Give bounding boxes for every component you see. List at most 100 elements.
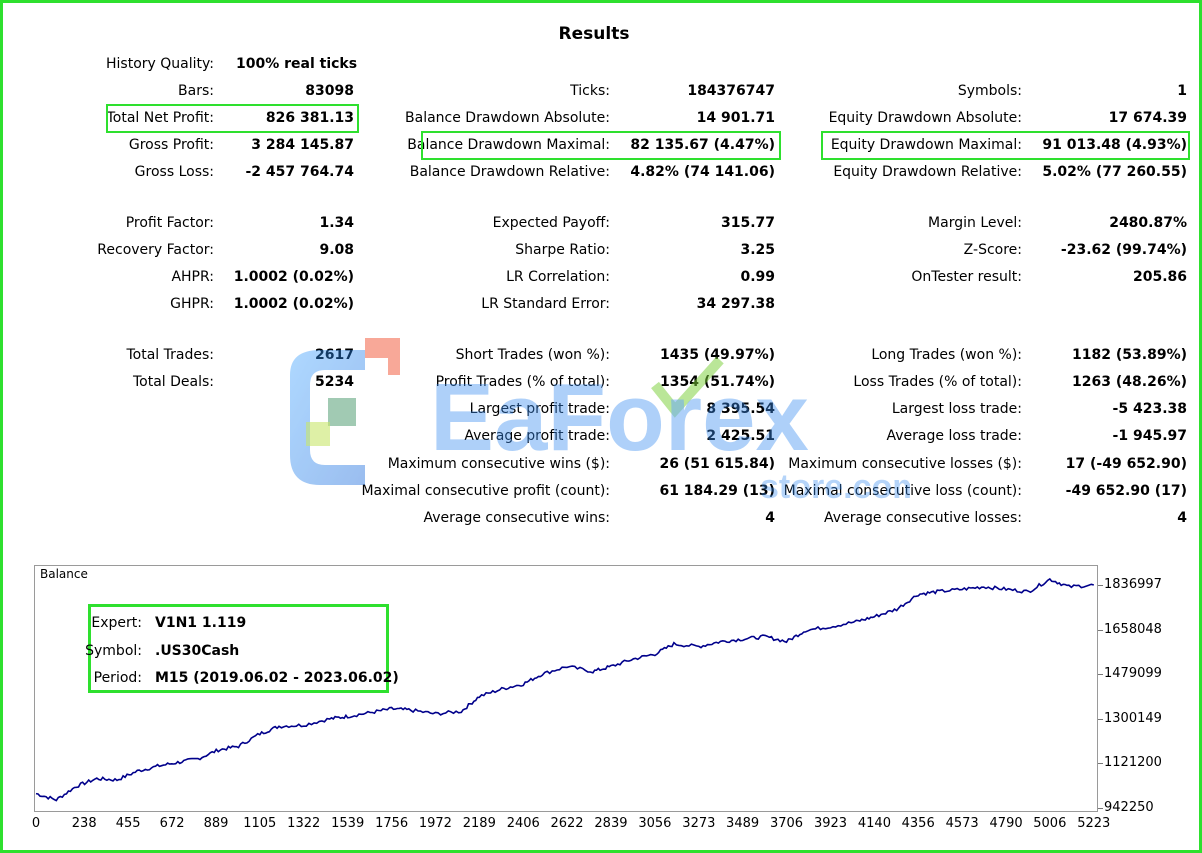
gross-profit-label: Gross Profit: [128,137,214,153]
ticks-value: 184376747 [687,83,775,99]
margin-level-value: 2480.87% [1109,215,1187,231]
symbols-label: Symbols: [957,83,1022,99]
profit-factor-value: 1.34 [319,215,354,231]
equity-dd-maximal-label: Equity Drawdown Maximal: [830,137,1022,153]
y-tick-mark [1098,674,1103,676]
margin-level-label: Margin Level: [928,215,1022,231]
balance-dd-relative-value: 4.82% (74 141.06) [630,164,775,180]
short-trades-value: 1435 (49.97%) [660,347,775,363]
total-deals-label: Total Deals: [132,374,214,390]
x-tick-label: 3706 [769,816,804,831]
equity-dd-maximal-highlight [821,131,1190,160]
symbols-value: 1 [1177,83,1187,99]
chart-title: Balance [40,567,88,581]
average-profit-trade-value: 2 425.51 [706,428,775,444]
total-net-profit-label: Total Net Profit: [106,110,214,126]
average-consecutive-wins-label: Average consecutive wins: [423,510,610,526]
average-loss-trade-value: -1 945.97 [1112,428,1187,444]
y-tick-mark [1098,808,1103,809]
total-deals-value: 5234 [315,374,354,390]
balance-dd-absolute-label: Balance Drawdown Absolute: [405,110,610,126]
y-tick-label: 1300149 [1104,710,1162,726]
maximal-consecutive-profit-value: 61 184.29 (13) [659,483,775,499]
y-tick-label: 1479099 [1104,666,1162,682]
balance-dd-maximal-highlight [421,131,781,160]
total-net-profit-value: 826 381.13 [265,110,354,126]
recovery-factor-label: Recovery Factor: [97,242,214,258]
profit-trades-value: 1354 (51.74%) [660,374,775,390]
bars-value: 83098 [305,83,354,99]
y-tick-label: 942250 [1104,800,1154,815]
x-tick-label: 889 [203,816,229,831]
gross-loss-value: -2 457 764.74 [245,164,354,180]
expected-payoff-label: Expected Payoff: [492,215,610,231]
loss-trades-label: Loss Trades (% of total): [853,374,1022,390]
equity-dd-relative-value: 5.02% (77 260.55) [1042,164,1187,180]
x-tick-label: 2406 [506,816,540,831]
history-quality-label: History Quality: [106,56,214,72]
x-tick-label: 4140 [857,816,891,831]
balance-dd-relative-label: Balance Drawdown Relative: [409,164,610,180]
balance-dd-maximal-value: 82 135.67 (4.47%) [630,137,775,153]
x-tick-label: 1105 [243,816,277,831]
short-trades-label: Short Trades (won %): [455,347,610,363]
balance-series-line [35,577,1095,802]
x-tick-label: 3056 [638,816,672,831]
x-tick-label: 4356 [901,816,935,831]
largest-profit-trade-value: 8 395.54 [706,401,775,417]
x-tick-label: 4790 [989,816,1023,831]
maximal-consecutive-loss-value: -49 652.90 (17) [1065,483,1187,499]
symbol-value: .US30Cash [155,643,240,659]
expert-value: V1N1 1.119 [155,615,247,631]
average-consecutive-losses-label: Average consecutive losses: [824,510,1022,526]
lr-standard-error-value: 34 297.38 [696,296,775,312]
average-consecutive-wins-value: 4 [765,510,775,526]
gross-profit-value: 3 284 145.87 [251,137,354,153]
period-label: Period: [93,670,142,686]
x-tick-label: 0 [31,816,41,831]
ticks-label: Ticks: [570,83,610,99]
y-tick-label: 1121200 [1104,755,1162,771]
largest-profit-trade-label: Largest profit trade: [469,401,610,417]
equity-dd-relative-label: Equity Drawdown Relative: [833,164,1022,180]
z-score-value: -23.62 (99.74%) [1060,242,1187,258]
average-consecutive-losses-value: 4 [1177,510,1187,526]
bars-label: Bars: [178,83,214,99]
x-tick-label: 3273 [682,816,716,831]
long-trades-label: Long Trades (won %): [871,347,1022,363]
profit-factor-label: Profit Factor: [125,215,214,231]
y-tick-mark [1098,629,1103,631]
x-tick-label: 3489 [726,816,760,831]
gross-loss-label: Gross Loss: [134,164,214,180]
ahpr-value: 1.0002 (0.02%) [233,269,354,285]
x-tick-label: 4573 [945,816,979,831]
long-trades-value: 1182 (53.89%) [1072,347,1187,363]
x-tick-label: 2839 [594,816,628,831]
profit-trades-label: Profit Trades (% of total): [435,374,610,390]
ahpr-label: AHPR: [171,269,214,285]
x-tick-label: 1756 [375,816,409,831]
ghpr-label: GHPR: [170,296,214,312]
equity-dd-maximal-value: 91 013.48 (4.93%) [1042,137,1187,153]
equity-dd-absolute-value: 17 674.39 [1108,110,1187,126]
ghpr-value: 1.0002 (0.02%) [233,296,354,312]
z-score-label: Z-Score: [963,242,1022,258]
largest-loss-trade-value: -5 423.38 [1112,401,1187,417]
symbol-label: Symbol: [85,643,142,659]
x-tick-label: 455 [115,816,141,831]
balance-dd-maximal-label: Balance Drawdown Maximal: [407,137,610,153]
net-profit-highlight [106,104,359,133]
x-tick-label: 2189 [462,816,496,831]
sharpe-ratio-value: 3.25 [740,242,775,258]
period-value: M15 (2019.06.02 - 2023.06.02) [155,670,399,686]
x-tick-label: 2622 [550,816,584,831]
x-tick-label: 1539 [331,816,365,831]
average-loss-trade-label: Average loss trade: [886,428,1022,444]
y-tick-label: 1658048 [1104,621,1162,637]
y-tick-mark [1098,718,1103,720]
lr-correlation-value: 0.99 [740,269,775,285]
y-tick-label: 1836997 [1104,577,1162,592]
history-quality-value: 100% real ticks [236,56,358,72]
x-tick-label: 5006 [1033,816,1067,831]
